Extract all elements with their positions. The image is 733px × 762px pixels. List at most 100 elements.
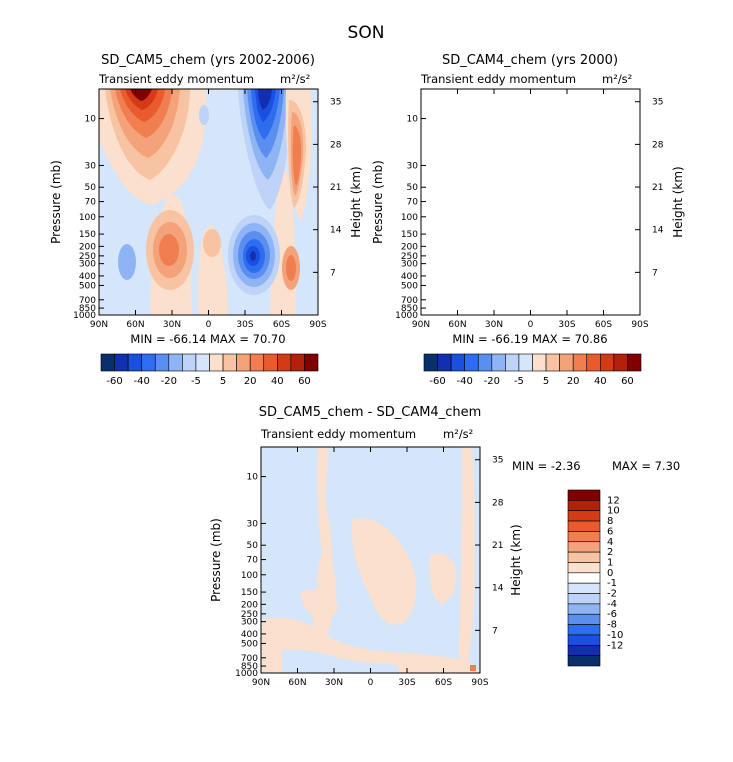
y-tick-label: 70 (85, 198, 97, 208)
colorbar-swatch (195, 353, 210, 372)
y-tick-label: 250 (401, 252, 418, 262)
y-right-tick-label: 28 (492, 498, 504, 508)
colorbar-label: -5 (191, 376, 201, 387)
y-right-tick-label: 7 (492, 626, 498, 636)
colorbar-swatch (567, 500, 601, 512)
contour-shape (118, 244, 136, 280)
y-tick-label: 1000 (395, 311, 418, 321)
contour-shape (300, 590, 338, 619)
contour-shape (572, 251, 578, 261)
stats-min-label: MIN = -2.36 (512, 459, 581, 473)
y-axis-label-right: Height (km) (671, 166, 685, 237)
colorbar-label: 40 (594, 376, 607, 387)
colorbar-swatch (567, 603, 601, 615)
x-tick-label: 60N (288, 678, 306, 688)
colorbar-label: 5 (543, 376, 549, 387)
y-right-tick-label: 35 (652, 98, 663, 108)
contour-shape (250, 251, 256, 261)
heatmap-field (261, 447, 480, 673)
contour-shape (282, 649, 400, 673)
colorbar-label: 20 (567, 376, 580, 387)
y-tick-label: 850 (241, 662, 258, 672)
y-tick-label: 200 (79, 242, 96, 252)
contour-shape (458, 447, 475, 673)
y-axis-label: Pressure (mb) (49, 160, 63, 244)
colorbar-swatch (567, 541, 601, 553)
x-tick-label: 90N (412, 320, 430, 330)
units-label: m²/s² (602, 72, 632, 86)
x-tick-label: 30S (236, 320, 253, 330)
contour-shape (437, 89, 494, 138)
contour-shape (475, 222, 509, 278)
x-tick-label: 60S (435, 678, 452, 688)
y-tick-label: 700 (241, 654, 258, 664)
contour-shape (432, 89, 502, 158)
contour-shape (258, 89, 272, 110)
colorbar-swatch (505, 353, 520, 372)
y-tick-label: 30 (407, 161, 419, 171)
contour-shape (615, 125, 624, 186)
contour-shape (468, 210, 516, 290)
contour-shape (442, 89, 487, 122)
y-right-tick-label: 21 (330, 183, 341, 193)
colorbar-label: -2 (607, 589, 617, 600)
colorbar-swatch (304, 353, 319, 372)
x-tick-label: 60S (273, 320, 290, 330)
panel-subtitle: Transient eddy momentum (420, 72, 576, 86)
background-field (421, 89, 640, 315)
panel-title: SD_CAM4_chem (yrs 2000) (442, 53, 618, 68)
contour-shape (452, 89, 474, 101)
colorbar-swatch (249, 353, 265, 372)
y-right-tick-label: 7 (330, 268, 336, 278)
x-tick-label: 30N (163, 320, 181, 330)
y-tick-label: 200 (401, 242, 418, 252)
x-tick-label: 90S (471, 678, 488, 688)
colorbar-swatch (450, 353, 465, 372)
contour-shape (592, 170, 618, 315)
colorbar-label: 6 (607, 526, 613, 537)
colorbar-label: -40 (457, 376, 473, 387)
contour-shape (159, 234, 179, 266)
colorbar-swatch (464, 353, 479, 372)
contour-shape (565, 89, 610, 180)
x-tick-label: 30S (558, 320, 575, 330)
colorbar-label: -40 (134, 376, 150, 387)
colorbar-label: 10 (607, 506, 620, 517)
y-right-tick-label: 21 (492, 541, 503, 551)
y-tick-label: 150 (241, 588, 258, 598)
y-tick-label: 70 (407, 198, 419, 208)
heatmap-field (421, 89, 640, 315)
contour-shape (292, 125, 302, 186)
contour-shape (421, 89, 528, 205)
y-tick-label: 30 (85, 161, 97, 171)
contour-shape (560, 89, 614, 210)
colorbar-label: 2 (607, 547, 613, 558)
contour-shape (573, 89, 602, 140)
colorbar-label: 60 (298, 376, 311, 387)
contour-shape (429, 553, 457, 604)
figure-title: SON (348, 23, 385, 43)
stats-max-label: MAX = 7.30 (612, 459, 680, 473)
colorbar-swatch (567, 572, 601, 584)
panel-subtitle: Transient eddy momentum (260, 427, 416, 441)
contour-shape (520, 225, 550, 315)
colorbar-label: -1 (607, 578, 617, 589)
y-tick-label: 10 (85, 115, 97, 125)
contour-shape (565, 239, 587, 273)
colorbar-swatch (567, 613, 601, 625)
colorbar-swatch (423, 353, 438, 372)
colorbar-label: -6 (607, 609, 617, 620)
contour-shape (550, 215, 602, 295)
colorbar-swatch (141, 353, 156, 372)
x-tick-label: 60S (595, 320, 612, 330)
contour-shape (525, 229, 543, 257)
y-tick-label: 850 (401, 304, 418, 314)
colorbar-label: -60 (429, 376, 445, 387)
panel-title: SD_CAM5_chem - SD_CAM4_chem (259, 405, 482, 420)
y-tick-label: 100 (401, 213, 418, 223)
panel-diff: SD_CAM5_chem - SD_CAM4_chem Transient ed… (209, 405, 680, 688)
colorbar-swatch (236, 353, 251, 372)
y-tick-label: 400 (241, 630, 258, 640)
colorbar-swatch (567, 624, 601, 636)
colorbar-swatch (572, 353, 588, 372)
